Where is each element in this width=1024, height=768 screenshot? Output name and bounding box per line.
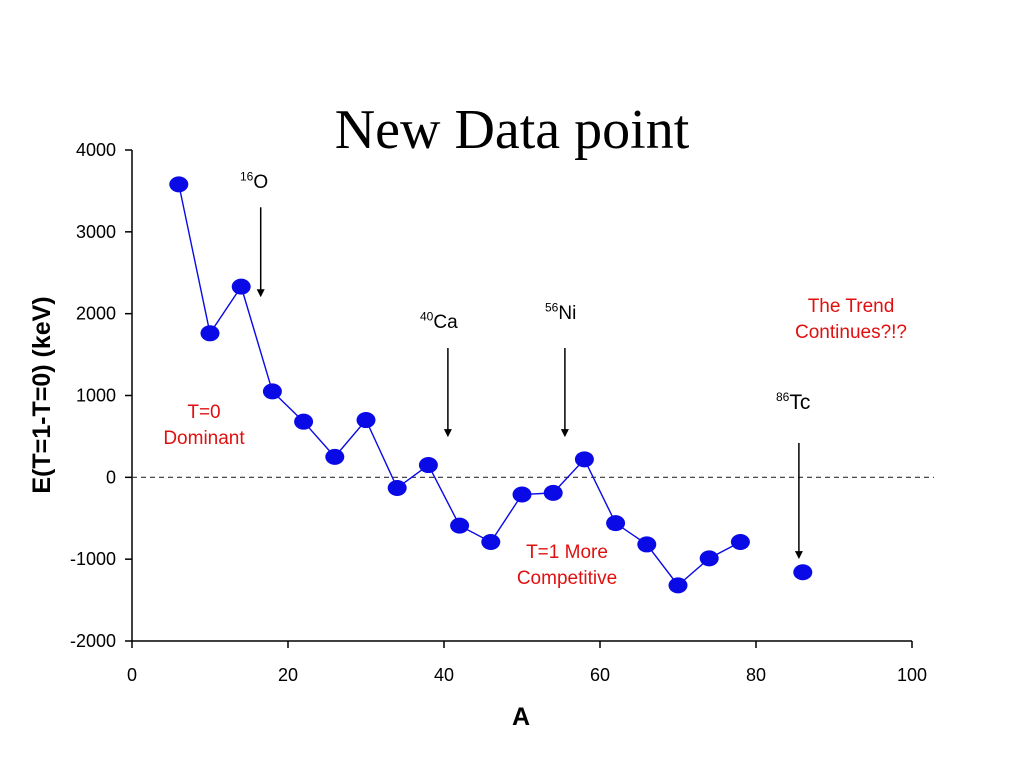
data-series: [169, 176, 813, 594]
axes: -2000 -1000 0 1000 2000 3000 4000 0 20 40 60 80 100: [70, 140, 927, 685]
x-tick-label: 0: [127, 665, 137, 685]
data-point: [169, 176, 189, 193]
y-tick-label: -2000: [70, 631, 116, 651]
y-tick-label: -1000: [70, 549, 116, 569]
data-point: [606, 515, 626, 532]
data-point: [481, 533, 501, 550]
annotation-o16: 16O: [240, 170, 268, 196]
data-point: [793, 564, 813, 581]
annotation-trend-continues: The Trend Continues?!?: [770, 294, 932, 346]
o16-symbol: O: [253, 172, 269, 193]
y-tick-label: 2000: [76, 304, 116, 324]
t1-line1: T=1 More: [526, 542, 608, 563]
slide-title: New Data point: [334, 99, 690, 161]
annotation-ca40: 40Ca: [420, 310, 458, 336]
x-tick-label: 80: [746, 665, 766, 685]
data-point: [200, 325, 220, 342]
data-point: [231, 278, 251, 295]
ca40-symbol: Ca: [433, 312, 458, 333]
data-point: [418, 457, 438, 474]
data-point: [262, 383, 282, 400]
annotation-tc86: 86Tc: [776, 390, 810, 416]
annotation-t0-dominant: T=0 Dominant: [143, 400, 265, 452]
annotation-ni56: 56Ni: [545, 301, 576, 327]
y-tick-label: 4000: [76, 140, 116, 160]
x-axis-label: A: [512, 703, 530, 731]
data-point: [387, 479, 407, 496]
data-point: [543, 484, 563, 501]
trend-line1: The Trend: [807, 296, 895, 317]
x-tick-label: 60: [590, 665, 610, 685]
y-tick-label: 1000: [76, 386, 116, 406]
data-point: [356, 412, 376, 429]
tc86-mass-number: 86: [776, 390, 790, 404]
ni56-mass-number: 56: [545, 300, 559, 315]
data-point: [730, 533, 750, 550]
ni56-symbol: Ni: [558, 303, 577, 324]
data-point: [294, 413, 314, 430]
y-tick-label: 3000: [76, 222, 116, 242]
y-tick-label: 0: [106, 467, 116, 487]
ca40-mass-number: 40: [420, 309, 434, 324]
tc86-symbol: Tc: [789, 391, 811, 414]
t0-line2: Dominant: [163, 428, 245, 449]
data-point: [637, 536, 657, 553]
t0-line1: T=0: [187, 402, 221, 423]
data-point: [574, 451, 594, 468]
x-tick-label: 100: [897, 665, 927, 685]
data-point: [512, 486, 532, 503]
x-tick-label: 40: [434, 665, 454, 685]
annotation-t1-competitive: T=1 More Competitive: [492, 540, 642, 592]
o16-mass-number: 16: [240, 169, 254, 184]
data-point: [450, 517, 470, 534]
x-tick-label: 20: [278, 665, 298, 685]
data-point: [699, 550, 719, 567]
data-point: [668, 577, 688, 594]
y-axis-label: E(T=1-T=0) (keV): [28, 296, 56, 493]
annotation-arrows: [256, 207, 803, 560]
t1-line2: Competitive: [516, 568, 618, 589]
trend-line2: Continues?!?: [795, 322, 907, 343]
data-point: [325, 448, 345, 465]
